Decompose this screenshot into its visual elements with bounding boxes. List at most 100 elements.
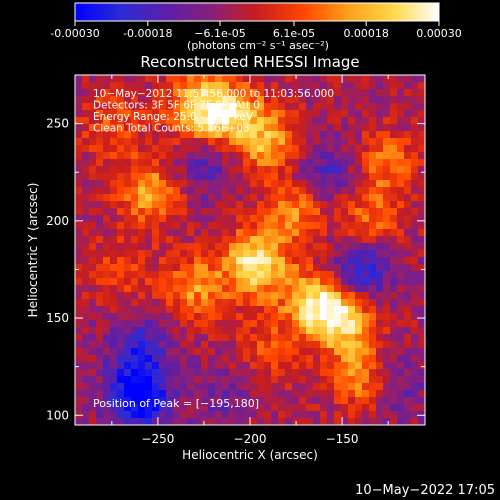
heatmap-cell xyxy=(222,376,230,384)
heatmap-cell xyxy=(383,341,391,349)
heatmap-cell xyxy=(348,383,356,391)
heatmap-cell xyxy=(187,313,195,321)
heatmap-cell xyxy=(96,201,104,209)
colorbar-tick-label: 0.00018 xyxy=(343,27,389,40)
heatmap-cell xyxy=(292,348,300,356)
heatmap-cell xyxy=(334,285,342,293)
heatmap-cell xyxy=(348,250,356,258)
heatmap-cell xyxy=(285,124,293,132)
heatmap-cell xyxy=(320,285,328,293)
heatmap-cell xyxy=(194,362,202,370)
heatmap-cell xyxy=(313,355,321,363)
heatmap-cell xyxy=(180,313,188,321)
heatmap-cell xyxy=(75,320,83,328)
heatmap-cell xyxy=(131,215,139,223)
heatmap-cell xyxy=(229,362,237,370)
heatmap-cell xyxy=(82,201,90,209)
heatmap-cell xyxy=(418,278,425,286)
heatmap-cell xyxy=(229,201,237,209)
heatmap-cell xyxy=(390,334,398,342)
heatmap-cell xyxy=(341,292,349,300)
heatmap-cell xyxy=(313,124,321,132)
heatmap-cell xyxy=(229,103,237,111)
heatmap-cell xyxy=(82,138,90,146)
heatmap-cell xyxy=(138,208,146,216)
heatmap-cell xyxy=(383,250,391,258)
heatmap-cell xyxy=(327,285,335,293)
heatmap-cell xyxy=(152,82,160,90)
heatmap-cell xyxy=(404,243,412,251)
heatmap-cell xyxy=(285,152,293,160)
heatmap-cell xyxy=(208,341,216,349)
heatmap-cell xyxy=(327,355,335,363)
heatmap-cell xyxy=(327,117,335,125)
heatmap-cell xyxy=(411,159,419,167)
heatmap-cell xyxy=(110,376,118,384)
heatmap-cell xyxy=(383,306,391,314)
heatmap-cell xyxy=(376,376,384,384)
heatmap-cell xyxy=(362,383,370,391)
heatmap-cell xyxy=(334,82,342,90)
heatmap-cell xyxy=(124,173,132,181)
heatmap-cell xyxy=(145,250,153,258)
heatmap-cell xyxy=(299,264,307,272)
heatmap-cell xyxy=(131,180,139,188)
heatmap-cell xyxy=(152,103,160,111)
heatmap-cell xyxy=(299,159,307,167)
heatmap-cell xyxy=(355,222,363,230)
heatmap-cell xyxy=(194,348,202,356)
heatmap-cell xyxy=(257,313,265,321)
heatmap-cell xyxy=(152,362,160,370)
heatmap-cell xyxy=(117,117,125,125)
heatmap-cell xyxy=(341,390,349,398)
heatmap-cell xyxy=(215,418,223,425)
heatmap-cell xyxy=(299,320,307,328)
heatmap-cell xyxy=(229,341,237,349)
heatmap-cell xyxy=(390,327,398,335)
heatmap-cell xyxy=(397,131,405,139)
heatmap-cell xyxy=(89,250,97,258)
heatmap-cell xyxy=(131,257,139,265)
heatmap-cell xyxy=(208,271,216,279)
colorbar-tick-label: -0.00018 xyxy=(123,27,172,40)
heatmap-cell xyxy=(229,152,237,160)
heatmap-cell xyxy=(362,145,370,153)
heatmap-cell xyxy=(257,166,265,174)
heatmap-cell xyxy=(201,243,209,251)
heatmap-cell xyxy=(75,138,83,146)
heatmap-cell xyxy=(292,236,300,244)
heatmap-cell xyxy=(145,131,153,139)
heatmap-cell xyxy=(257,201,265,209)
heatmap-cell xyxy=(285,208,293,216)
heatmap-cell xyxy=(82,124,90,132)
heatmap-cell xyxy=(166,271,174,279)
heatmap-cell xyxy=(180,187,188,195)
colorbar-ticks: -0.00030 -0.00018 −6.1e-05 6.1e-05 0.00018 0.… xyxy=(50,21,462,40)
heatmap-cell xyxy=(152,201,160,209)
heatmap-cell xyxy=(75,404,83,412)
heatmap-cell xyxy=(166,138,174,146)
heatmap-cell xyxy=(173,327,181,335)
heatmap-cell xyxy=(222,89,230,97)
heatmap-cell xyxy=(355,390,363,398)
chart-title: Reconstructed RHESSI Image xyxy=(140,53,359,71)
heatmap-cell xyxy=(124,362,132,370)
heatmap-cell xyxy=(215,159,223,167)
heatmap-cell xyxy=(208,390,216,398)
heatmap-cell xyxy=(208,166,216,174)
heatmap-cell xyxy=(327,89,335,97)
heatmap-cell xyxy=(180,89,188,97)
heatmap-cell xyxy=(348,397,356,405)
heatmap-cell xyxy=(180,201,188,209)
heatmap-cell xyxy=(236,208,244,216)
heatmap-cell xyxy=(306,327,314,335)
heatmap-cell xyxy=(75,264,83,272)
heatmap-cell xyxy=(243,89,251,97)
heatmap-cell xyxy=(187,180,195,188)
heatmap-cell xyxy=(117,159,125,167)
heatmap-cell xyxy=(320,404,328,412)
heatmap-cell xyxy=(313,187,321,195)
heatmap-cell xyxy=(194,306,202,314)
heatmap-cell xyxy=(355,376,363,384)
heatmap-cell xyxy=(376,292,384,300)
